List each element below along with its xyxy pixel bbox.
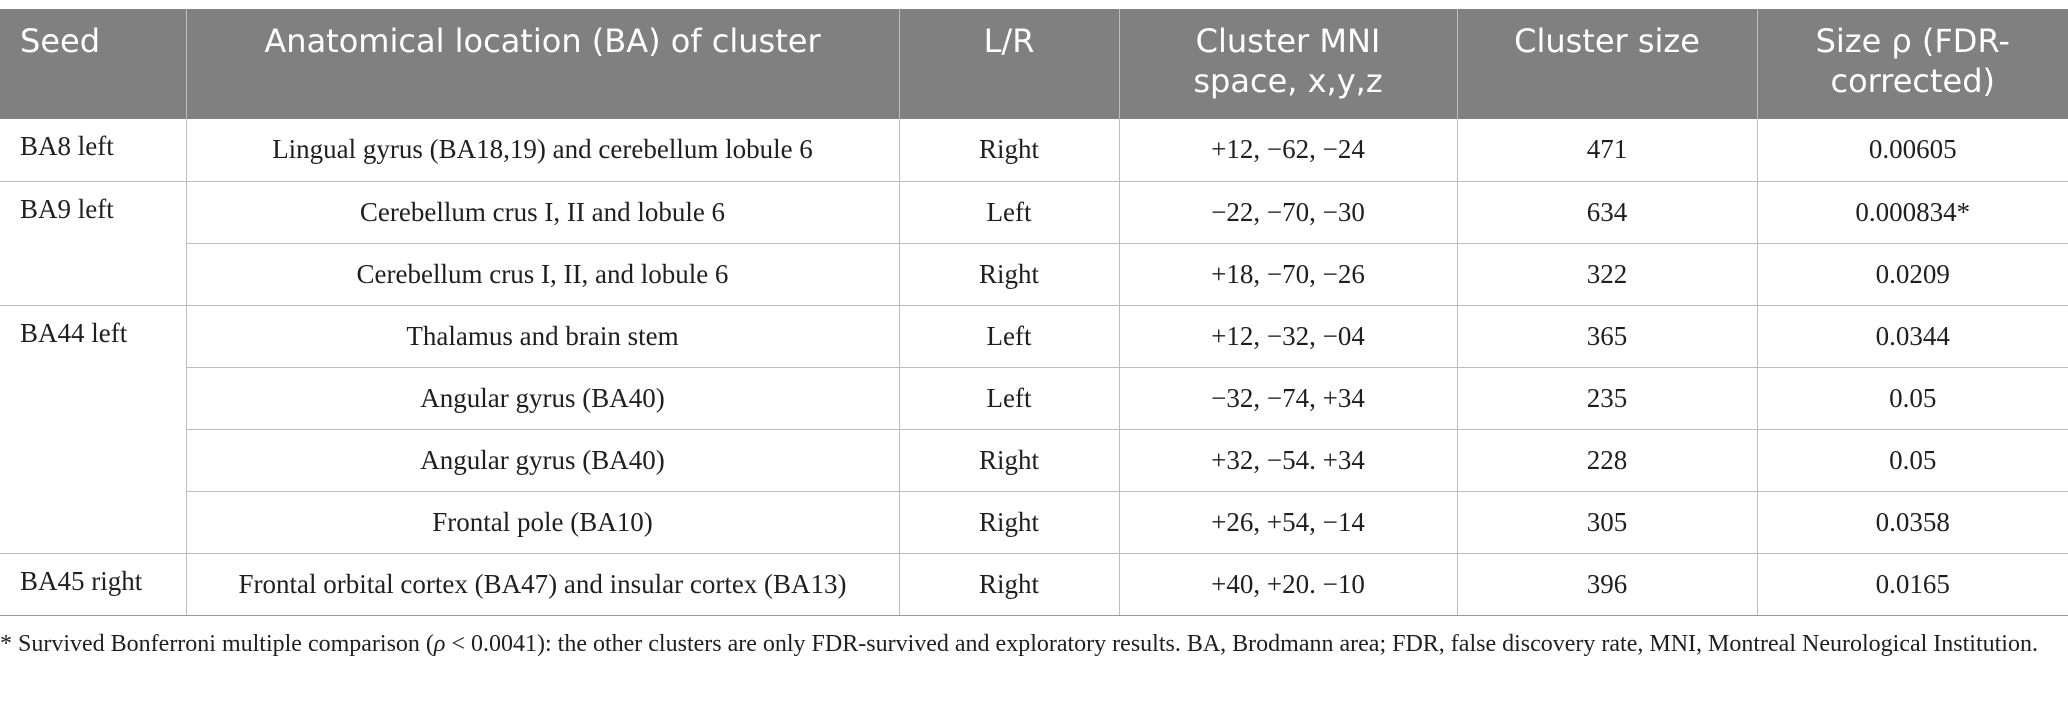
size-cell: 228 [1457, 429, 1758, 492]
rho-cell: 0.0209 [1757, 243, 2068, 306]
cluster-results-table: Seed Anatomical location (BA) of cluster… [0, 9, 2068, 616]
mni-cell: +12, −62, −24 [1119, 119, 1458, 182]
mni-cell: +12, −32, −04 [1119, 305, 1458, 368]
mni-cell: +18, −70, −26 [1119, 243, 1458, 306]
rho-cell: 0.05 [1757, 367, 2068, 430]
seed-cell: BA45 right [0, 553, 187, 616]
location-cell: Thalamus and brain stem [186, 305, 900, 368]
location-cell: Frontal pole (BA10) [186, 491, 900, 554]
location-cell: Angular gyrus (BA40) [186, 367, 900, 430]
table-row: BA45 right Frontal orbital cortex (BA47)… [0, 553, 2068, 616]
header-mni-line1: Cluster MNI [1195, 22, 1381, 60]
footnote-rho-symbol: ρ [433, 631, 446, 657]
table-row: Frontal pole (BA10) Right +26, +54, −14 … [0, 491, 2068, 554]
table-row: BA9 left Cerebellum crus I, II and lobul… [0, 181, 2068, 306]
mni-cell: −32, −74, +34 [1119, 367, 1458, 430]
header-size-rho: Size ρ (FDR- corrected) [1757, 9, 2068, 119]
table-row: BA44 left Thalamus and brain stem Left +… [0, 305, 2068, 554]
size-cell: 634 [1457, 181, 1758, 244]
header-row: Seed Anatomical location (BA) of cluster… [0, 9, 2068, 119]
mni-cell: +32, −54. +34 [1119, 429, 1458, 492]
seed-cell: BA8 left [0, 119, 187, 182]
size-cell: 305 [1457, 491, 1758, 554]
lr-cell: Left [899, 181, 1120, 244]
size-cell: 322 [1457, 243, 1758, 306]
table-row: Angular gyrus (BA40) Left −32, −74, +34 … [0, 367, 2068, 430]
mni-cell: −22, −70, −30 [1119, 181, 1458, 244]
header-mni: Cluster MNI space, x,y,z [1119, 9, 1458, 119]
seed-cell: BA44 left [0, 305, 187, 554]
size-cell: 471 [1457, 119, 1758, 182]
footnote-part2: < 0.0041): the other clusters are only F… [445, 631, 2038, 657]
size-cell: 396 [1457, 553, 1758, 616]
lr-cell: Left [899, 305, 1120, 368]
header-size-rho-line1: Size ρ (FDR- [1815, 22, 2010, 60]
table-row: BA8 left Lingual gyrus (BA18,19) and cer… [0, 119, 2068, 182]
table-header: Seed Anatomical location (BA) of cluster… [0, 9, 2068, 119]
lr-cell: Right [899, 243, 1120, 306]
header-cluster-size: Cluster size [1457, 9, 1758, 119]
header-seed: Seed [0, 9, 187, 119]
table-footnote: * Survived Bonferroni multiple compariso… [0, 628, 2040, 661]
lr-cell: Right [899, 429, 1120, 492]
rho-cell: 0.000834* [1757, 181, 2068, 244]
rho-cell: 0.0165 [1757, 553, 2068, 616]
rho-cell: 0.0358 [1757, 491, 2068, 554]
location-cell: Angular gyrus (BA40) [186, 429, 900, 492]
size-cell: 235 [1457, 367, 1758, 430]
mni-cell: +40, +20. −10 [1119, 553, 1458, 616]
lr-cell: Left [899, 367, 1120, 430]
location-cell: Lingual gyrus (BA18,19) and cerebellum l… [186, 119, 900, 182]
lr-cell: Right [899, 553, 1120, 616]
table-row: Cerebellum crus I, II, and lobule 6 Righ… [0, 243, 2068, 306]
size-cell: 365 [1457, 305, 1758, 368]
location-cell: Cerebellum crus I, II, and lobule 6 [186, 243, 900, 306]
rho-cell: 0.0344 [1757, 305, 2068, 368]
lr-cell: Right [899, 491, 1120, 554]
location-cell: Frontal orbital cortex (BA47) and insula… [186, 553, 900, 616]
seed-cell: BA9 left [0, 181, 187, 306]
table-row: Angular gyrus (BA40) Right +32, −54. +34… [0, 429, 2068, 492]
location-cell: Cerebellum crus I, II and lobule 6 [186, 181, 900, 244]
footnote-part1: * Survived Bonferroni multiple compariso… [0, 631, 434, 657]
results-table-container: Seed Anatomical location (BA) of cluster… [0, 9, 2068, 616]
header-size-rho-line2: corrected) [1830, 62, 1996, 100]
rho-cell: 0.00605 [1757, 119, 2068, 182]
lr-cell: Right [899, 119, 1120, 182]
header-mni-line2: space, x,y,z [1193, 62, 1383, 100]
table-body: BA8 left Lingual gyrus (BA18,19) and cer… [0, 119, 2068, 616]
header-lr: L/R [899, 9, 1120, 119]
rho-cell: 0.05 [1757, 429, 2068, 492]
header-anatomical-location: Anatomical location (BA) of cluster [186, 9, 900, 119]
mni-cell: +26, +54, −14 [1119, 491, 1458, 554]
